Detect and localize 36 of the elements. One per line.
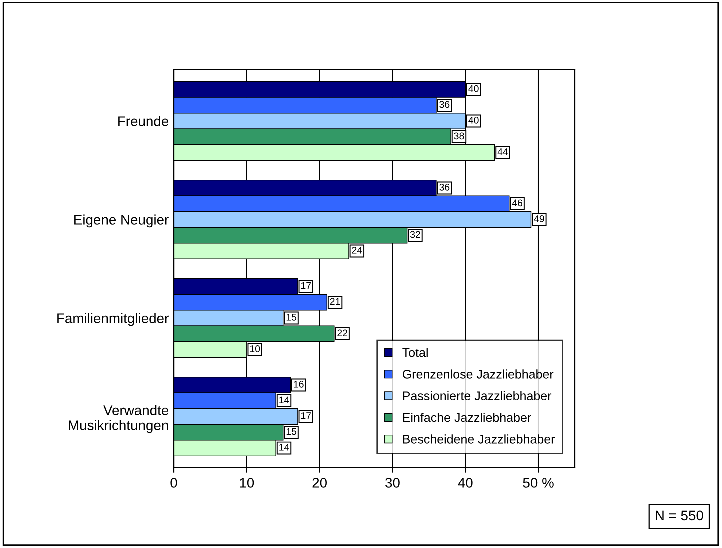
y-tick-label: Freunde xyxy=(118,116,169,126)
legend-label: Grenzenlose Jazzliebhaber xyxy=(402,370,554,379)
data-label: 32 xyxy=(410,231,420,238)
data-label: 17 xyxy=(301,412,312,420)
x-tick-label: 0 xyxy=(170,478,178,488)
data-label: 14 xyxy=(280,396,290,404)
data-label: 38 xyxy=(454,132,464,140)
text: N = 550 xyxy=(656,510,704,521)
data-label: 10 xyxy=(250,346,260,352)
legend-label: Passionierte Jazzliebhaber xyxy=(403,391,552,401)
data-label: 24 xyxy=(352,246,362,254)
data-label: 40 xyxy=(468,116,479,124)
y-tick-label: Familienmitglieder xyxy=(58,313,169,326)
data-label: 15 xyxy=(286,314,297,321)
data-label: 17 xyxy=(301,282,312,290)
x-tick-label: 50 % xyxy=(523,478,554,488)
data-label: 49 xyxy=(534,215,544,222)
data-label: 36 xyxy=(440,101,450,108)
legend-label: Einfache Jazzliebhaber xyxy=(403,412,532,422)
data-label: 44 xyxy=(498,148,508,156)
legend-label: Total xyxy=(402,348,428,358)
y-tick-label: Eigene Neugier xyxy=(74,214,169,228)
y-tick-label: Verwandte Musikrichtungen xyxy=(69,405,169,434)
x-tick-label: 10 xyxy=(240,478,254,488)
data-label: 16 xyxy=(294,380,304,388)
x-tick-label: 20 xyxy=(312,478,327,488)
legend-label: Bescheidene Jazzliebhaber xyxy=(403,434,556,444)
data-label: 22 xyxy=(338,330,348,337)
data-label: 15 xyxy=(286,428,297,436)
data-label: 21 xyxy=(330,298,340,306)
data-label: 36 xyxy=(440,184,450,191)
data-label: 40 xyxy=(468,85,479,92)
x-tick-label: 40 xyxy=(458,478,473,488)
x-tick-label: 30 xyxy=(386,478,400,488)
data-label: 14 xyxy=(280,444,290,451)
data-label: 46 xyxy=(512,200,523,207)
